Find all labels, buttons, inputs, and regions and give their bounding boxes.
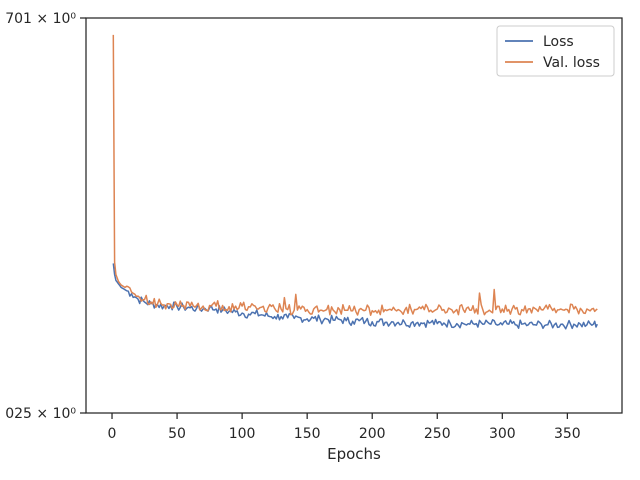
x-tick-label-50: 50: [168, 426, 186, 442]
series-line-loss: [112, 263, 598, 330]
x-tick-label-250: 250: [424, 426, 451, 442]
x-axis: 0 50 100 150 200 250 300 350: [108, 413, 581, 442]
plot-frame: [85, 17, 623, 414]
y-tick-label-1: 025 × 10⁰: [5, 406, 76, 422]
legend-box: [496, 25, 615, 77]
x-tick-label-150: 150: [294, 426, 321, 442]
x-tick-label-200: 200: [359, 426, 386, 442]
x-tick-label-300: 300: [489, 426, 516, 442]
series-layer: [112, 34, 598, 330]
x-tick-label-350: 350: [554, 426, 581, 442]
y-tick-label-0: 701 × 10⁰: [5, 11, 76, 27]
series-line-val-loss: [112, 34, 598, 316]
y-axis: 701 × 10⁰ 025 × 10⁰: [5, 11, 86, 422]
legend-label-val-loss: Val. loss: [543, 55, 600, 71]
legend: Loss Val. loss: [496, 25, 615, 77]
legend-label-loss: Loss: [543, 34, 574, 50]
x-tick-label-0: 0: [108, 426, 117, 442]
x-axis-label: Epochs: [327, 445, 381, 463]
x-tick-label-100: 100: [229, 426, 256, 442]
